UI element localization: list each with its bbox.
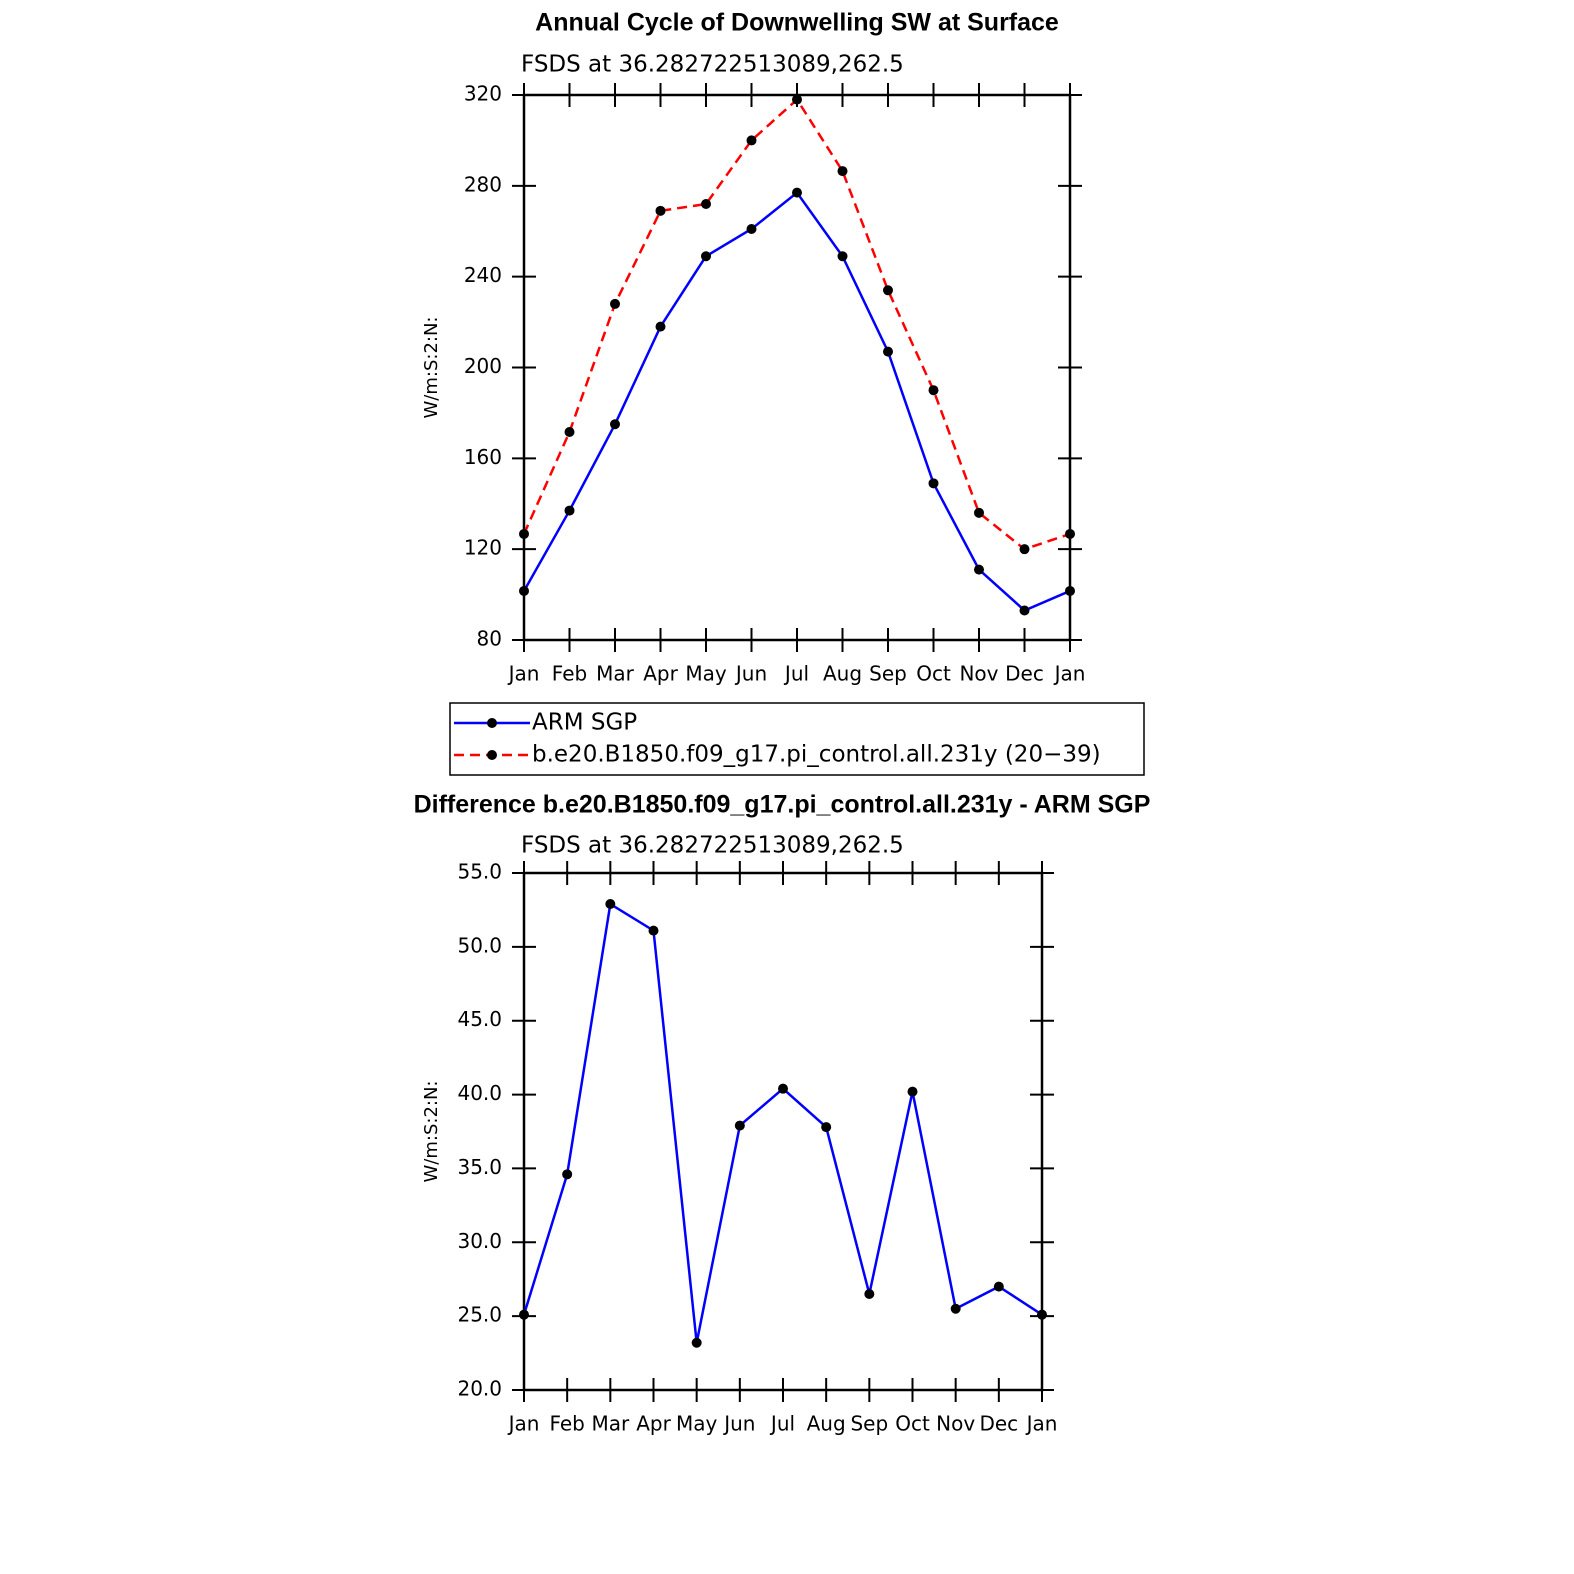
- data-point: [950, 1303, 961, 1314]
- data-point: [519, 1309, 529, 1320]
- data-point: [564, 505, 575, 516]
- data-point: [974, 507, 984, 518]
- data-point: [564, 426, 575, 437]
- x-tick-label: Mar: [596, 662, 635, 686]
- data-point: [519, 585, 529, 596]
- legend-marker: [487, 750, 497, 760]
- x-tick-label: Mar: [591, 1412, 630, 1436]
- data-point: [655, 205, 666, 216]
- x-tick-label: Jul: [783, 662, 809, 686]
- data-point: [1019, 605, 1030, 616]
- x-tick-label: Jul: [769, 1412, 795, 1436]
- x-tick-label: Sep: [850, 1412, 888, 1436]
- y-tick-label: 45.0: [457, 1007, 502, 1031]
- x-tick-label: Jan: [1053, 662, 1086, 686]
- y-tick-label: 55.0: [457, 860, 502, 884]
- data-point: [691, 1337, 702, 1348]
- y-tick-label: 280: [464, 172, 502, 196]
- x-tick-label: Sep: [869, 662, 907, 686]
- x-tick-label: Jun: [734, 662, 767, 686]
- y-tick-label: 240: [464, 263, 502, 287]
- data-point: [701, 199, 711, 209]
- chart-subtitle: FSDS at 36.282722513089,262.5: [521, 833, 904, 859]
- y-tick-label: 25.0: [457, 1303, 502, 1327]
- data-point: [1019, 544, 1030, 555]
- x-tick-label: Feb: [549, 1412, 584, 1436]
- data-point: [837, 166, 848, 177]
- data-point: [837, 251, 848, 262]
- x-tick-label: Oct: [916, 662, 951, 686]
- x-tick-label: May: [685, 662, 727, 686]
- legend-box: [449, 702, 1145, 776]
- y-tick-label: 40.0: [457, 1081, 502, 1105]
- data-point: [993, 1281, 1004, 1292]
- x-tick-label: Dec: [1005, 662, 1044, 686]
- x-tick-label: Jan: [507, 1412, 540, 1436]
- y-tick-label: 160: [464, 445, 502, 469]
- x-tick-label: Aug: [823, 662, 862, 686]
- x-tick-label: Oct: [895, 1412, 930, 1436]
- data-point: [883, 285, 893, 296]
- data-point: [821, 1122, 832, 1133]
- y-tick-label: 20.0: [457, 1377, 502, 1401]
- data-point: [610, 419, 620, 430]
- data-point: [974, 564, 984, 575]
- x-tick-label: Aug: [807, 1412, 846, 1436]
- data-point: [1065, 528, 1075, 539]
- y-tick-label: 35.0: [457, 1155, 502, 1179]
- data-point: [655, 321, 666, 332]
- x-tick-label: Nov: [959, 662, 998, 686]
- data-point: [864, 1288, 875, 1299]
- x-tick-label: Feb: [552, 662, 587, 686]
- chart-subtitle: FSDS at 36.282722513089,262.5: [521, 52, 904, 78]
- data-point: [648, 925, 659, 936]
- data-point: [519, 528, 529, 539]
- y-axis-label: W/m:S:2:N:: [421, 1081, 442, 1183]
- chart-title: Annual Cycle of Downwelling SW at Surfac…: [535, 9, 1059, 37]
- data-point: [734, 1120, 745, 1131]
- y-tick-label: 200: [464, 354, 502, 378]
- legend-label: b.e20.B1850.f09_g17.pi_control.all.231y …: [532, 742, 1101, 768]
- data-point: [907, 1086, 918, 1097]
- x-tick-label: Apr: [636, 1412, 671, 1436]
- y-axis-label: W/m:S:2:N:: [421, 317, 442, 419]
- x-tick-label: May: [676, 1412, 718, 1436]
- y-tick-label: 320: [464, 82, 502, 106]
- x-tick-label: Jan: [507, 662, 540, 686]
- data-point: [928, 385, 939, 396]
- data-point: [792, 187, 802, 198]
- data-point: [562, 1169, 573, 1180]
- data-point: [792, 94, 802, 105]
- data-point: [928, 478, 939, 489]
- data-point: [605, 899, 616, 910]
- chart-title: Difference b.e20.B1850.f09_g17.pi_contro…: [414, 791, 1151, 819]
- y-tick-label: 50.0: [457, 933, 502, 957]
- data-point: [701, 251, 711, 262]
- x-tick-label: Nov: [936, 1412, 975, 1436]
- data-point: [883, 346, 893, 357]
- x-tick-label: Jan: [1025, 1412, 1058, 1436]
- y-tick-label: 120: [464, 536, 502, 560]
- data-point: [778, 1083, 788, 1094]
- data-point: [746, 223, 757, 234]
- data-point: [610, 298, 620, 309]
- data-point: [746, 135, 757, 146]
- data-point: [1037, 1309, 1047, 1320]
- legend-marker: [487, 718, 497, 728]
- x-tick-label: Jun: [722, 1412, 755, 1436]
- plot-frame: [522, 871, 1044, 1392]
- y-tick-label: 30.0: [457, 1229, 502, 1253]
- data-point: [1065, 585, 1075, 596]
- y-tick-label: 80: [477, 627, 502, 651]
- x-tick-label: Apr: [643, 662, 678, 686]
- legend-label: ARM SGP: [532, 710, 637, 736]
- x-tick-label: Dec: [979, 1412, 1018, 1436]
